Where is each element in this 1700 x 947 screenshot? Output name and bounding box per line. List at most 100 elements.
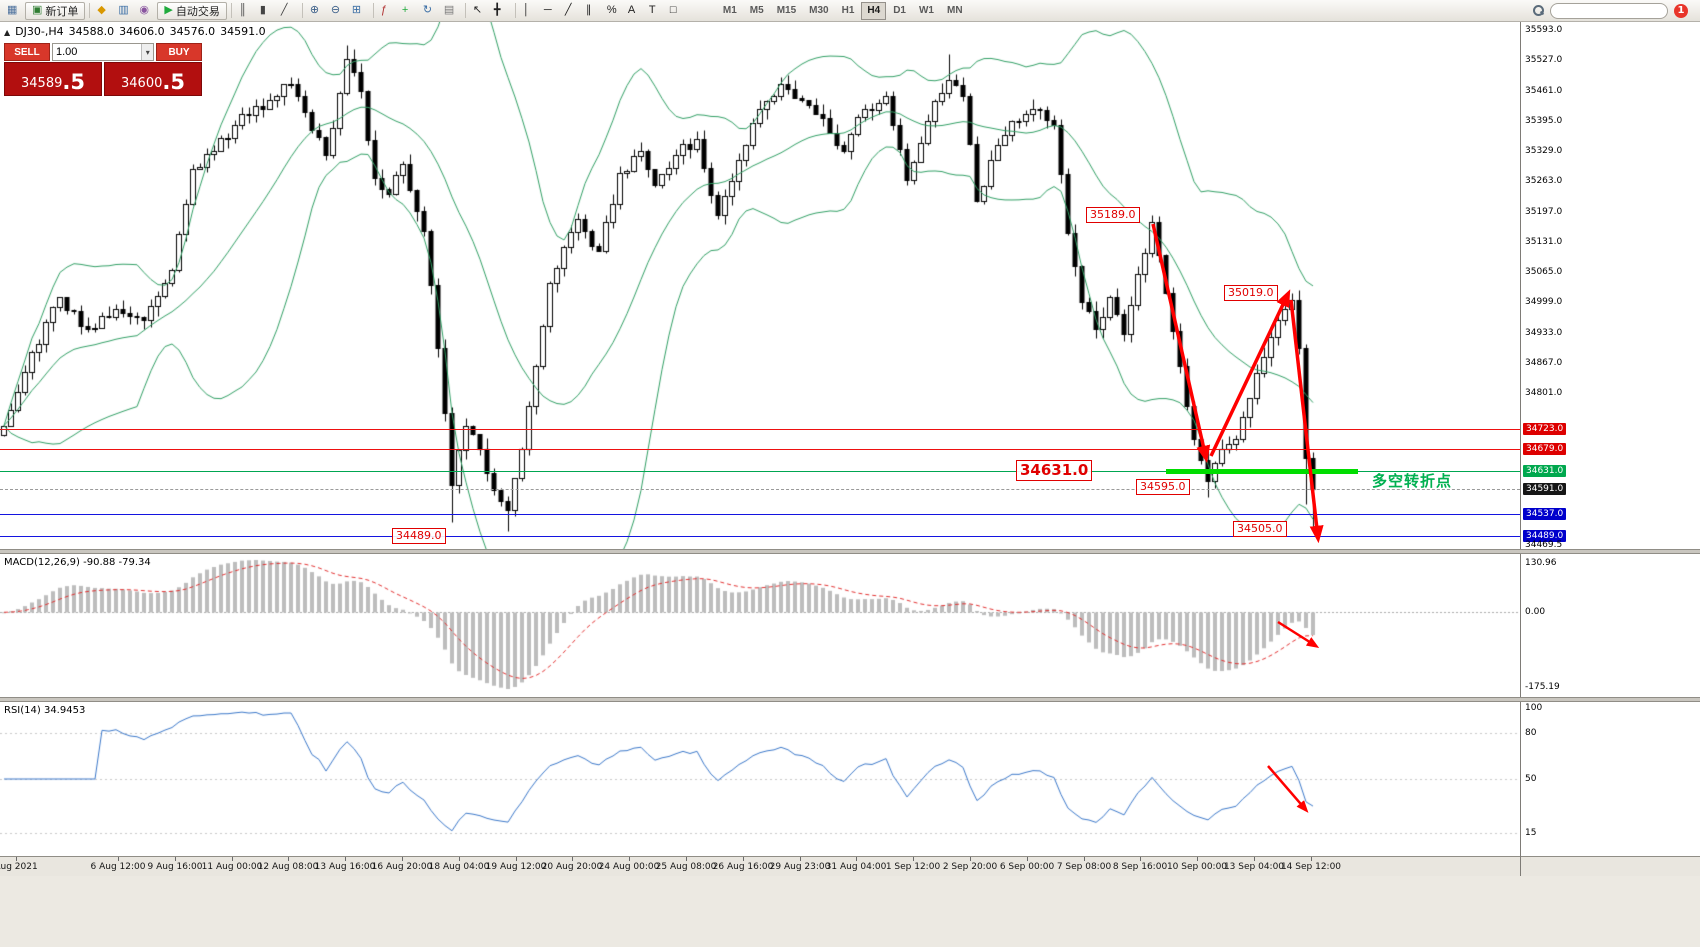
crosshair-button[interactable]: ╋ [491,2,511,20]
time-axis-label: 1 Sep 12:00 [885,862,941,872]
buy-price-display[interactable]: 34600.5 [104,62,202,96]
time-axis-tick [16,857,17,861]
price-annotation-34595.0[interactable]: 34595.0 [1136,479,1190,495]
navigator-icon: ◉ [139,4,150,16]
template-button[interactable]: ▤ [441,2,461,20]
bar-chart-button[interactable]: ║ [236,2,256,20]
shapes-button[interactable]: □ [667,2,687,20]
toolbar-separator [464,3,466,18]
data-window-icon: ▥ [118,4,129,16]
tile-windows-button[interactable]: ⊞ [349,2,369,20]
cursor-button[interactable]: ↖ [470,2,490,20]
rsi-canvas[interactable] [0,702,1520,856]
macd-label: MACD(12,26,9) -90.88 -79.34 [4,557,151,568]
time-axis-label: 7 Sep 08:00 [1056,862,1112,872]
panel-splitter[interactable] [0,697,1700,702]
toolbar: ▦ ▣ 新订单 ◆ ▥ ◉ ▶ 自动交易 ║ ▮ ╱ ⊕ ⊖ ⊞ ƒ + ↻ ▤ ↖ ╋ │ ─ ╱ ∥% A T □ M1 M5 M1… [0,0,1700,22]
price-axis-tick: 35395.0 [1525,116,1563,126]
symbol-period-label: DJ30-,H4 [15,25,64,38]
timeframe-m15[interactable]: M15 [771,2,802,20]
timeframe-d1[interactable]: D1 [887,2,912,20]
fibonacci-icon: % [606,4,617,16]
price-axis-tick: 34867.0 [1525,358,1563,368]
add-indicator-button[interactable]: + [399,2,419,20]
time-axis-label: 26 Aug 16:00 [712,862,774,872]
time-axis-tick [913,857,914,861]
hline-icon: ─ [543,4,552,16]
crosshair-icon: ╋ [493,4,501,16]
sell-button[interactable]: SELL [4,43,50,61]
text-button[interactable]: A [625,2,645,20]
line-chart-button[interactable]: ╱ [278,2,298,20]
turning-point-annotation[interactable]: 多空转折点 [1372,472,1453,490]
label-button[interactable]: T [646,2,666,20]
timeframe-m1[interactable]: M1 [717,2,743,20]
volume-input[interactable] [53,44,142,60]
buy-button[interactable]: BUY [156,43,202,61]
tile-windows-icon: ⊞ [351,4,362,16]
toolbar-separator [230,3,232,18]
price-annotation-34631.0[interactable]: 34631.0 [1016,460,1093,481]
resistance-line-34679[interactable] [0,449,1520,450]
time-axis-tick [1311,857,1312,861]
macd-axis-max: 130.96 [1525,558,1557,568]
bid-price-line[interactable] [0,489,1520,490]
data-window-button[interactable]: ▥ [115,2,135,20]
search-input[interactable] [1550,2,1668,19]
trendline-button[interactable]: ╱ [562,2,582,20]
price-axis-tick: 35263.0 [1525,176,1563,186]
price-annotation-34505.0[interactable]: 34505.0 [1233,521,1287,537]
channel-button[interactable]: ∥ [583,2,603,20]
price-axis-tick: 35065.0 [1525,267,1563,277]
price-annotation-35189.0[interactable]: 35189.0 [1086,207,1140,223]
zoom-in-button[interactable]: ⊕ [307,2,327,20]
indicators-button[interactable]: ƒ [378,2,398,20]
candlestick-chart-button[interactable]: ▮ [257,2,277,20]
time-axis-label: 2 Sep 20:00 [942,862,998,872]
chart-quote-line: ▲ DJ30-,H4 34588.0 34606.0 34576.0 34591.0 [4,25,271,38]
price-annotation-34489.0[interactable]: 34489.0 [392,528,446,544]
support-line-34489[interactable] [0,536,1520,537]
time-axis-label: 8 Sep 16:00 [1112,862,1168,872]
support-line-34537[interactable] [0,514,1520,515]
notification-badge[interactable]: 1 [1674,3,1688,18]
price-axis[interactable]: 35593.0 35527.0 35461.0 35395.0 35329.0 35263… [1521,22,1699,550]
volume-dropdown-icon[interactable]: ▾ [141,44,153,60]
navigator-button[interactable]: ◉ [136,2,156,20]
chart-window-button[interactable]: ▦ [4,2,24,20]
pivot-highlight-bar[interactable] [1166,469,1358,474]
fibonacci-button[interactable]: % [604,2,624,20]
resistance-line-34723[interactable] [0,429,1520,430]
line-chart-icon: ╱ [280,4,288,16]
timeframe-m30[interactable]: M30 [803,2,834,20]
vline-button[interactable]: │ [520,2,540,20]
timeframe-h1[interactable]: H1 [836,2,861,20]
macd-canvas[interactable] [0,554,1520,697]
volume-combo[interactable]: ▾ [52,43,154,61]
rsi-level-100: 100 [1525,703,1543,713]
period-button[interactable]: ↻ [420,2,440,20]
timeframe-h4[interactable]: H4 [861,1,887,20]
zoom-out-button[interactable]: ⊖ [328,2,348,20]
price-annotation-35019.0[interactable]: 35019.0 [1224,285,1278,301]
oneclick-collapse-icon[interactable]: ▲ [4,28,11,37]
autotrading-button[interactable]: ▶ 自动交易 [157,1,227,20]
price-axis-tick: 34933.0 [1525,328,1563,338]
oneclick-price-row: 34589.5 34600.5 [4,62,202,96]
market-watch-button[interactable]: ◆ [94,2,114,20]
new-order-button[interactable]: ▣ 新订单 [25,1,86,20]
time-axis-tick [856,857,857,861]
vline-icon: │ [522,4,530,16]
price-axis-tick: 35329.0 [1525,146,1563,156]
timeframe-w1[interactable]: W1 [913,2,940,20]
hline-button[interactable]: ─ [541,2,561,20]
sell-price-display[interactable]: 34589.5 [4,62,102,96]
timeframe-mn[interactable]: MN [941,2,969,20]
time-axis-tick [970,857,971,861]
timeframe-m5[interactable]: M5 [744,2,770,20]
panel-splitter[interactable] [0,549,1700,554]
pivot-line-34631[interactable] [0,471,1520,472]
time-axis-tick [686,857,687,861]
toolbar-separator [514,3,516,18]
